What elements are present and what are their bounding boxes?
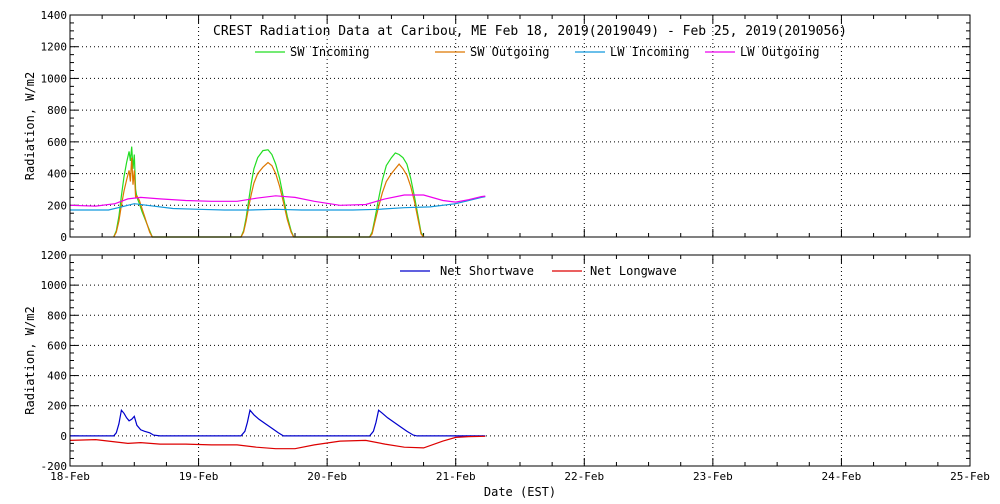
y-tick-label: 1400: [41, 9, 68, 22]
y-tick-label: 600: [47, 339, 67, 352]
y-tick-label: 200: [47, 199, 67, 212]
y-tick-label: 0: [60, 231, 67, 244]
y-tick-label: -200: [41, 460, 68, 473]
x-tick-label: 21-Feb: [436, 470, 476, 483]
y-tick-label: 1200: [41, 41, 68, 54]
x-tick-label: 24-Feb: [822, 470, 862, 483]
y-axis-label: Radiation, W/m2: [23, 306, 37, 414]
legend-label: Net Shortwave: [440, 264, 534, 278]
y-tick-label: 1000: [41, 279, 68, 292]
series-line-sw-incoming: [113, 146, 425, 238]
x-tick-label: 25-Feb: [950, 470, 990, 483]
series-line-net-longwave: [69, 435, 486, 450]
legend-label: Net Longwave: [590, 264, 677, 278]
x-tick-label: 22-Feb: [564, 470, 604, 483]
y-tick-label: 1200: [41, 249, 68, 262]
panel-radiation-components: 0 200 400 600 800 1000 1200 1400 Radiation, W/m2…: [23, 9, 971, 244]
y-tick-label: 200: [47, 400, 67, 413]
x-tick-label: 18-Feb: [50, 470, 90, 483]
panel-net-radiation: -200 0 200 400 600 800 1000 1200 18-Feb 19-Feb 20-…: [23, 249, 990, 483]
plot-frame: [69, 14, 971, 238]
series-line-net-shortwave: [70, 408, 486, 437]
y-tick-label: 600: [47, 136, 67, 149]
series-line-lw-incoming: [70, 196, 486, 211]
x-axis-label: Date (EST): [484, 485, 556, 499]
series-line-lw-outgoing: [69, 194, 486, 207]
plot-frame: [69, 254, 971, 467]
legend-label: LW Outgoing: [740, 45, 819, 59]
x-tick-label: 23-Feb: [693, 470, 733, 483]
series-line-sw-outgoing: [113, 157, 425, 238]
x-tick-label: 20-Feb: [307, 470, 347, 483]
legend-label: SW Outgoing: [470, 45, 549, 59]
y-tick-label: 1000: [41, 72, 68, 85]
y-tick-label: 400: [47, 370, 67, 383]
chart-title: CREST Radiation Data at Caribou, ME Feb …: [213, 24, 847, 39]
y-tick-label: 800: [47, 309, 67, 322]
y-tick-label: 0: [60, 430, 67, 443]
legend-label: SW Incoming: [290, 45, 369, 59]
legend-label: LW Incoming: [610, 45, 689, 59]
y-tick-label: 400: [47, 168, 67, 181]
y-axis-label: Radiation, W/m2: [23, 72, 37, 180]
y-tick-label: 800: [47, 104, 67, 117]
x-tick-label: 19-Feb: [179, 470, 219, 483]
